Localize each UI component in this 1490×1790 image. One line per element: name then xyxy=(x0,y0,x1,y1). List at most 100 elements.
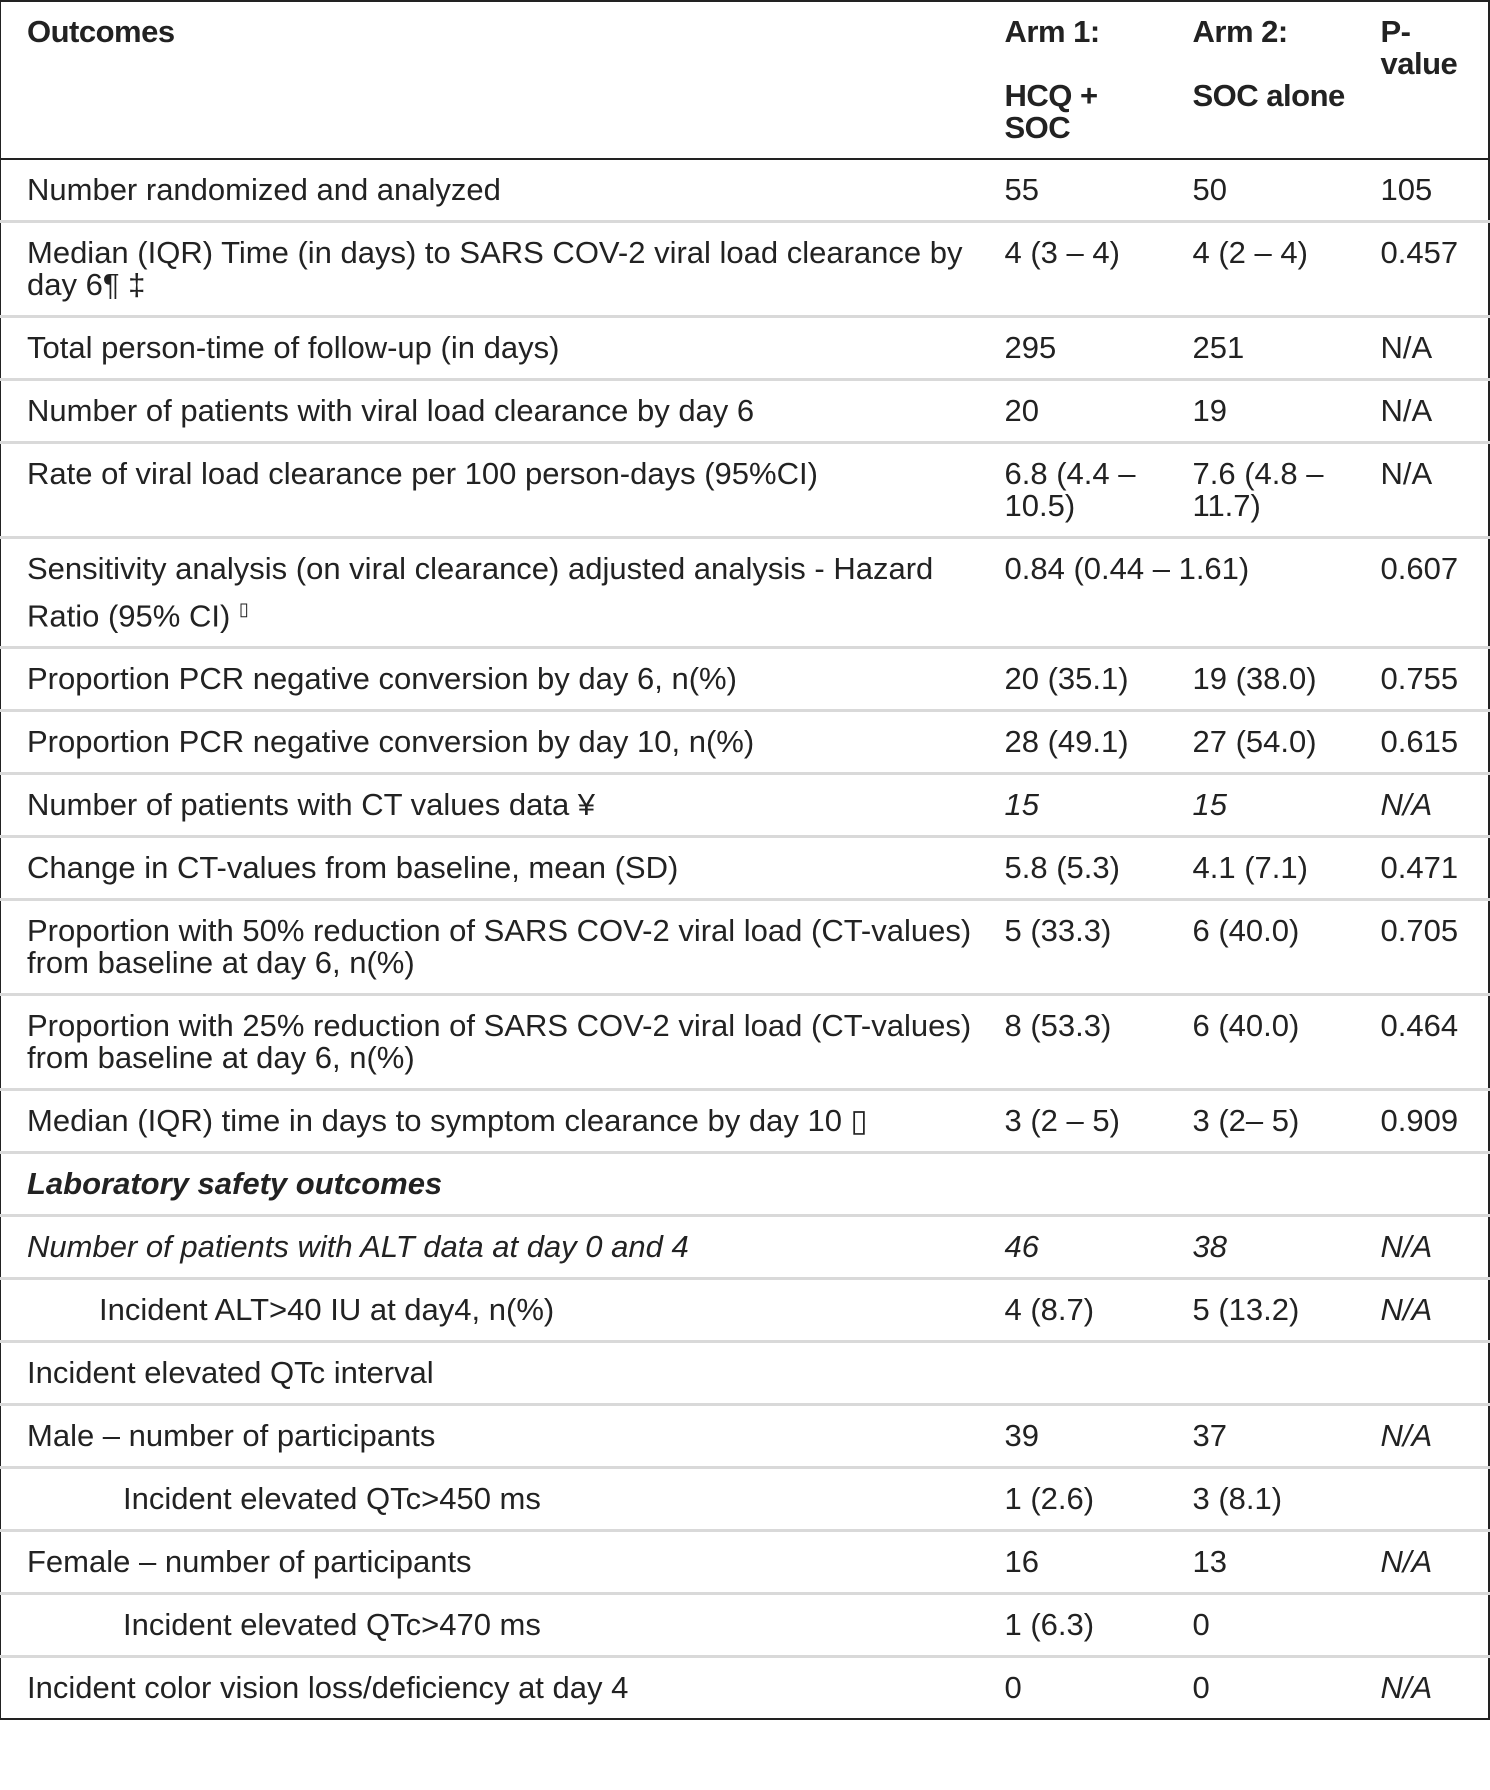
row-arm1-value: 28 (49.1) xyxy=(988,710,1177,776)
row-label: Proportion with 50% reduction of SARS CO… xyxy=(0,899,989,997)
row-label: Male – number of participants xyxy=(0,1404,989,1470)
row-p-value: 0.457 xyxy=(1364,221,1489,318)
header-outcomes: Outcomes xyxy=(0,1,989,160)
table-row: Number randomized and analyzed 55 50 105 xyxy=(0,159,1489,223)
row-arm2-value: 19 (38.0) xyxy=(1176,647,1365,713)
table-row: Total person-time of follow-up (in days)… xyxy=(0,316,1489,381)
footnote-mark: ▯ xyxy=(238,599,249,619)
section-row: Laboratory safety outcomes xyxy=(0,1152,1489,1218)
row-arm2-value: 7.6 (4.8 – 11.7) xyxy=(1176,442,1365,539)
table-row: Incident elevated QTc interval xyxy=(0,1341,1489,1407)
table-row: Proportion with 25% reduction of SARS CO… xyxy=(0,994,1489,1092)
table-row: Proportion PCR negative conversion by da… xyxy=(0,647,1489,713)
table-row: Incident elevated QTc>450 ms 1 (2.6) 3 (… xyxy=(0,1467,1489,1533)
row-p-value: 0.705 xyxy=(1364,899,1489,997)
row-p-value: 0.607 xyxy=(1364,537,1489,650)
row-p-value: 0.615 xyxy=(1364,710,1489,776)
row-arm2-value: 0 xyxy=(1176,1593,1365,1659)
row-arm2-value: 19 xyxy=(1176,379,1365,444)
header-pvalue: P-value xyxy=(1364,1,1489,160)
table-row: Rate of viral load clearance per 100 per… xyxy=(0,442,1489,539)
row-label: Rate of viral load clearance per 100 per… xyxy=(0,442,989,539)
row-arm1-value: 4 (3 – 4) xyxy=(988,221,1177,318)
row-label: Median (IQR) time in days to symptom cle… xyxy=(0,1089,989,1155)
row-label: Female – number of participants xyxy=(0,1530,989,1596)
table-row: Incident ALT>40 IU at day4, n(%) 4 (8.7)… xyxy=(0,1278,1489,1344)
row-label: Incident ALT>40 IU at day4, n(%) xyxy=(0,1278,989,1344)
row-arm1-value: 6.8 (4.4 – 10.5) xyxy=(988,442,1177,539)
row-arm2-value: 0 xyxy=(1192,1670,1210,1706)
header-arm1: Arm 1: HCQ + SOC xyxy=(988,1,1177,160)
row-arm1-value: 16 xyxy=(988,1530,1177,1596)
table-row: Incident color vision loss/deficiency at… xyxy=(1,1657,1489,1720)
table-row: Number of patients with viral load clear… xyxy=(0,379,1489,444)
row-p-value: N/A xyxy=(1364,1215,1489,1281)
row-arm1-value: 55 xyxy=(988,159,1177,223)
row-arm1-value: 15 xyxy=(988,773,1177,839)
row-label: Incident color vision loss/deficiency at… xyxy=(27,1670,629,1706)
row-label: Number of patients with viral load clear… xyxy=(0,379,989,444)
row-p-value: N/A xyxy=(1364,316,1489,381)
row-arm2-value: 27 (54.0) xyxy=(1176,710,1365,776)
row-arm2-value: 3 (8.1) xyxy=(1176,1467,1365,1533)
row-label: Change in CT-values from baseline, mean … xyxy=(0,836,989,902)
row-p-value: 0.464 xyxy=(1364,994,1489,1092)
row-p-value: 0.471 xyxy=(1364,836,1489,902)
row-p-value xyxy=(1364,1593,1489,1659)
row-arm2-value: 13 xyxy=(1176,1530,1365,1596)
row-label: Number randomized and analyzed xyxy=(0,159,989,223)
row-arm2-value: 4 (2 – 4) xyxy=(1176,221,1365,318)
header-row: Outcomes Arm 1: HCQ + SOC Arm 2: SOC alo… xyxy=(0,1,1489,160)
outcomes-table: Outcomes Arm 1: HCQ + SOC Arm 2: SOC alo… xyxy=(0,0,1490,1721)
row-label: Incident elevated QTc interval xyxy=(0,1341,1489,1407)
table-row: Female – number of participants 16 13 N/… xyxy=(0,1530,1489,1596)
row-arm1-value: 20 xyxy=(988,379,1177,444)
row-label: Median (IQR) Time (in days) to SARS COV-… xyxy=(0,221,989,318)
row-arm1-value: 46 xyxy=(988,1215,1177,1281)
row-label: Incident elevated QTc>450 ms xyxy=(0,1467,989,1533)
row-arm2-value: 50 xyxy=(1176,159,1365,223)
row-arm1-value: 295 xyxy=(988,316,1177,381)
row-p-value: N/A xyxy=(1364,1278,1489,1344)
row-arm2-value: 3 (2– 5) xyxy=(1176,1089,1365,1155)
row-p-value: N/A xyxy=(1364,1404,1489,1470)
row-p-value: N/A xyxy=(1364,442,1489,539)
row-label: Proportion PCR negative conversion by da… xyxy=(0,647,989,713)
row-arm1-value: 0.84 (0.44 – 1.61) xyxy=(988,537,1365,650)
row-arm1-value: 1 (2.6) xyxy=(988,1467,1177,1533)
table-row: Change in CT-values from baseline, mean … xyxy=(0,836,1489,902)
row-arm1-value: 4 (8.7) xyxy=(988,1278,1177,1344)
table-row: Number of patients with ALT data at day … xyxy=(0,1215,1489,1281)
table-row: Male – number of participants 39 37 N/A xyxy=(0,1404,1489,1470)
table-row: Median (IQR) Time (in days) to SARS COV-… xyxy=(0,221,1489,318)
table-row: Number of patients with CT values data ¥… xyxy=(0,773,1489,839)
row-label: Incident elevated QTc>470 ms xyxy=(0,1593,989,1659)
row-label: Number of patients with CT values data ¥ xyxy=(0,773,989,839)
row-p-value: N/A xyxy=(1380,1670,1433,1706)
table-row: Median (IQR) time in days to symptom cle… xyxy=(0,1089,1489,1155)
row-p-value: N/A xyxy=(1364,379,1489,444)
row-arm1-value: 1 (6.3) xyxy=(988,1593,1177,1659)
header-arm2-label: Arm 2: xyxy=(1192,14,1289,49)
row-arm2-value: 38 xyxy=(1176,1215,1365,1281)
row-p-value: 0.909 xyxy=(1364,1089,1489,1155)
row-arm2-value: 4.1 (7.1) xyxy=(1176,836,1365,902)
row-p-value: N/A xyxy=(1364,1530,1489,1596)
section-title: Laboratory safety outcomes xyxy=(0,1152,1489,1218)
row-arm2-value: 15 xyxy=(1176,773,1365,839)
row-label: Total person-time of follow-up (in days) xyxy=(0,316,989,381)
row-arm1-value: 5.8 (5.3) xyxy=(988,836,1177,902)
row-label: Number of patients with ALT data at day … xyxy=(0,1215,989,1281)
row-label: Sensitivity analysis (on viral clearance… xyxy=(27,551,934,634)
row-p-value: 105 xyxy=(1364,159,1489,223)
row-arm2-value: 251 xyxy=(1176,316,1365,381)
row-arm1-value: 0 xyxy=(1004,1670,1022,1706)
row-arm2-value: 6 (40.0) xyxy=(1176,899,1365,997)
row-arm1-value: 8 (53.3) xyxy=(988,994,1177,1092)
header-arm1-label: Arm 1: xyxy=(1004,14,1101,49)
row-p-value: N/A xyxy=(1364,773,1489,839)
header-arm2: Arm 2: SOC alone xyxy=(1176,1,1365,160)
table-row: Sensitivity analysis (on viral clearance… xyxy=(0,537,1489,650)
row-p-value xyxy=(1364,1467,1489,1533)
table-row: Proportion with 50% reduction of SARS CO… xyxy=(0,899,1489,997)
